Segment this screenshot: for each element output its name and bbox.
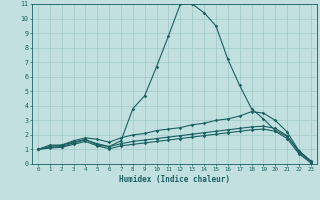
- X-axis label: Humidex (Indice chaleur): Humidex (Indice chaleur): [119, 175, 230, 184]
